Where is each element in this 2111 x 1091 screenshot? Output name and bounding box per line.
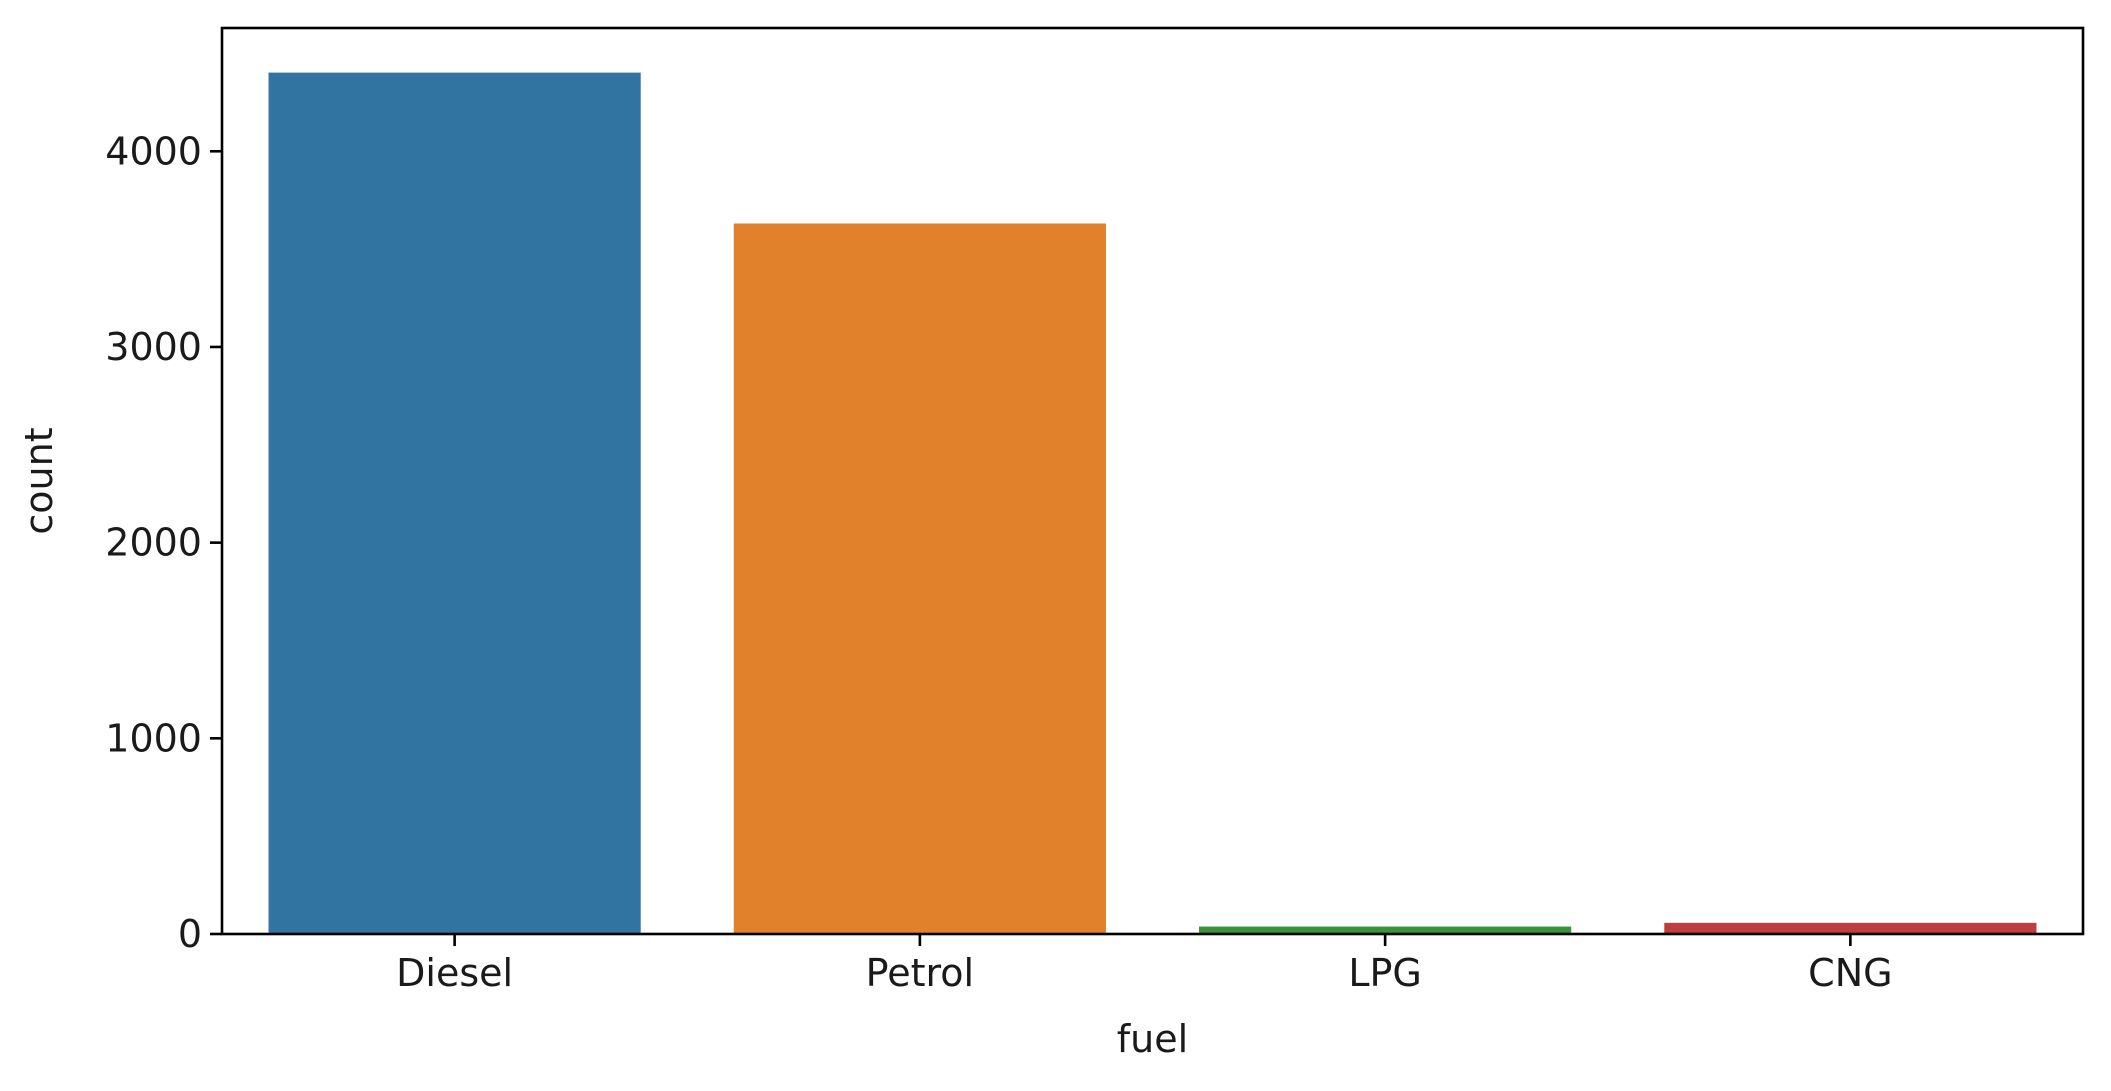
y-tick-label-3000: 3000 [105, 325, 202, 369]
y-ticks-group: 0 1000 2000 3000 4000 [105, 129, 222, 956]
y-tick-label-1000: 1000 [105, 716, 202, 760]
bar-cng [1664, 922, 2037, 934]
y-tick-label-2000: 2000 [105, 521, 202, 565]
x-tick-label-lpg: LPG [1348, 951, 1422, 995]
bar-diesel [268, 72, 641, 935]
y-tick-label-0: 0 [178, 912, 202, 956]
x-tick-label-petrol: Petrol [866, 951, 974, 995]
bar-lpg [1199, 926, 1572, 934]
bar-petrol [733, 223, 1106, 934]
x-tick-label-diesel: Diesel [396, 951, 513, 995]
x-ticks-group: Diesel Petrol LPG CNG [396, 934, 1893, 995]
x-tick-label-cng: CNG [1808, 951, 1892, 995]
plot-frame [220, 26, 2085, 936]
y-axis-label: count [17, 427, 61, 534]
x-axis-label: fuel [1117, 1017, 1188, 1061]
y-tick-label-4000: 4000 [105, 129, 202, 173]
bars-group [268, 72, 2037, 935]
